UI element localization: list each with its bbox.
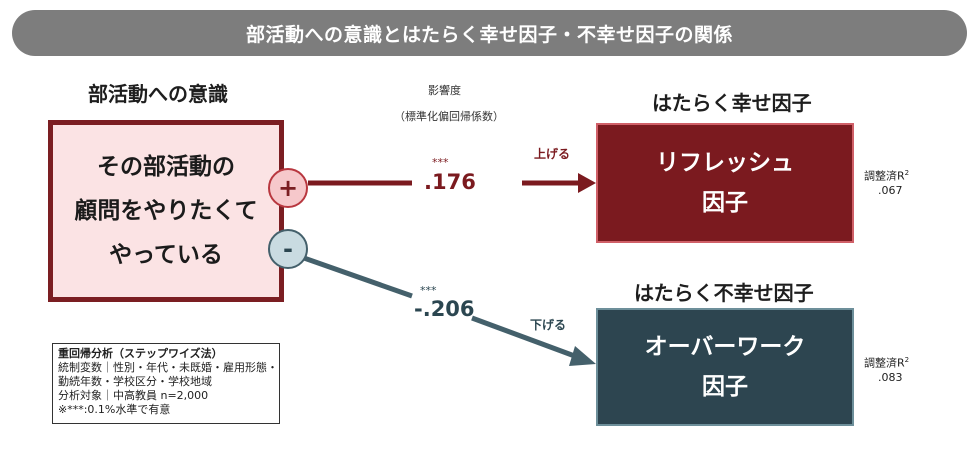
club-attitude-line-3: やっている xyxy=(109,242,223,268)
negative-adjusted-r2: 調整済R2 .083 xyxy=(864,353,909,385)
note-line-1: 統制変数｜性別・年代・未既婚・雇用形態・ xyxy=(58,361,278,374)
happy-factor-heading: はたらく幸せ因子 xyxy=(652,91,812,115)
negative-significance-stars: *** xyxy=(420,284,437,297)
positive-arrow-head xyxy=(578,173,596,193)
positive-significance-stars: *** xyxy=(432,156,449,169)
negative-r2-label: 調整済R xyxy=(864,356,905,370)
positive-r2-sup: 2 xyxy=(904,169,910,177)
negative-direction-label: 下げる xyxy=(530,318,567,332)
refresh-factor-line-1: リフレッシュ xyxy=(656,150,794,176)
analysis-note-box: 重回帰分析（ステップワイズ法） 統制変数｜性別・年代・未既婚・雇用形態・ 勤続年… xyxy=(52,343,280,424)
club-attitude-line-1: その部活動の xyxy=(97,154,235,180)
club-attitude-line-2: 顧問をやりたくて xyxy=(74,198,258,224)
negative-arrow-line-left xyxy=(303,255,413,299)
negative-r2-sup: 2 xyxy=(904,356,910,364)
positive-r2-label: 調整済R xyxy=(864,169,905,183)
club-attitude-box: その部活動の 顧問をやりたくて やっている xyxy=(48,120,284,302)
note-line-2: 勤続年数・学校区分・学校地域 xyxy=(58,375,212,388)
overwork-factor-line-2: 因子 xyxy=(702,374,748,400)
refresh-factor-line-2: 因子 xyxy=(702,190,748,216)
negative-r2-value: .083 xyxy=(878,370,903,384)
minus-icon: - xyxy=(268,229,308,269)
negative-arrow-line-right xyxy=(471,315,581,361)
note-line-4: ※***:0.1%水準で有意 xyxy=(58,403,171,416)
overwork-factor-box: オーバーワーク 因子 xyxy=(596,308,854,426)
diagram-title: 部活動への意識とはたらく幸せ因子・不幸せ因子の関係 xyxy=(245,23,734,46)
plus-icon: + xyxy=(268,168,308,208)
influence-sublabel: （標準化偏回帰係数） xyxy=(394,110,504,123)
positive-coefficient: .176 xyxy=(424,170,476,194)
refresh-factor-box: リフレッシュ 因子 xyxy=(596,123,854,243)
left-heading: 部活動への意識 xyxy=(88,82,228,106)
note-title: 重回帰分析（ステップワイズ法） xyxy=(58,347,223,360)
influence-label: 影響度 xyxy=(428,84,461,97)
note-line-3: 分析対象｜中高教員 n=2,000 xyxy=(58,389,209,402)
diagram-title-banner: 部活動への意識とはたらく幸せ因子・不幸せ因子の関係 xyxy=(12,10,967,56)
positive-adjusted-r2: 調整済R2 .067 xyxy=(864,166,909,198)
negative-arrow-head xyxy=(569,346,596,366)
unhappy-factor-heading: はたらく不幸せ因子 xyxy=(634,281,814,305)
overwork-factor-line-1: オーバーワーク xyxy=(644,334,806,360)
positive-direction-label: 上げる xyxy=(534,147,571,161)
negative-coefficient: -.206 xyxy=(414,297,475,321)
positive-r2-value: .067 xyxy=(878,183,903,197)
